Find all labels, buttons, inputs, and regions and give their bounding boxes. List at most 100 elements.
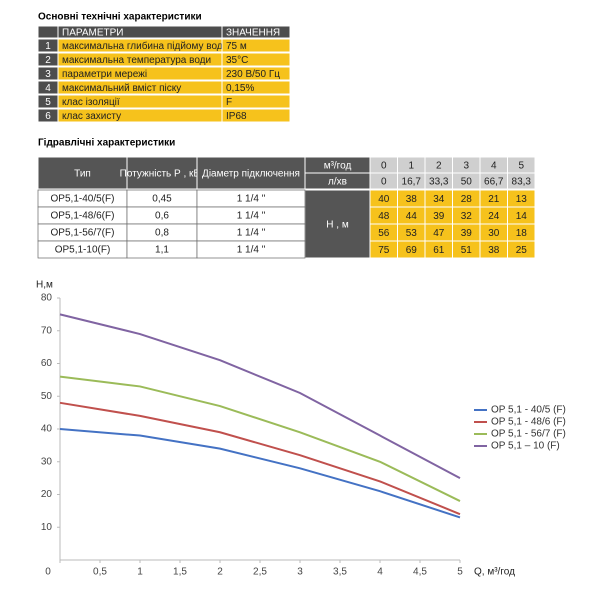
head-value: 56 (378, 228, 390, 239)
x-tick-label: 4 (377, 567, 383, 578)
spec-value: F (226, 97, 232, 108)
x-tick-label: 4,5 (413, 567, 427, 578)
hyd-diameter: 1 1/4 " (237, 194, 266, 205)
hyd-header: Діаметр підключення (202, 169, 300, 180)
head-value: 34 (433, 194, 445, 205)
spec-value-bg (221, 52, 291, 67)
head-value: 47 (433, 228, 445, 239)
y-tick-label: 60 (41, 358, 53, 369)
head-label-bg (304, 189, 371, 259)
x-tick-label: 0 (45, 567, 51, 578)
legend-label: OP 5,1 - 40/5 (F) (491, 405, 566, 416)
hyd-diameter: 1 1/4 " (237, 228, 266, 239)
spec-param: параметри мережі (62, 69, 147, 80)
spec-value: 35°С (226, 55, 248, 66)
head-value: 25 (516, 245, 528, 256)
x-tick-label: 3 (297, 567, 303, 578)
legend-label: OP 5,1 - 56/7 (F) (491, 429, 566, 440)
head-value: 53 (406, 228, 418, 239)
head-value: 39 (461, 228, 473, 239)
head-value: 30 (488, 228, 500, 239)
hyd-cell-bg (196, 240, 306, 259)
flow-lmin: 16,7 (402, 177, 422, 188)
head-value: 28 (461, 194, 473, 205)
flow-m3h: 2 (436, 161, 442, 172)
spec-num: 1 (45, 41, 51, 52)
flow-lmin: 0 (381, 177, 387, 188)
x-tick-label: 5 (457, 567, 463, 578)
hyd-diameter: 1 1/4 " (237, 211, 266, 222)
y-tick-label: 70 (41, 325, 53, 336)
hyd-power: 0,45 (152, 194, 172, 205)
spec-title: Основні технічні характеристики (38, 12, 202, 23)
y-tick-label: 30 (41, 456, 53, 467)
hydraulic-title: Гідравлічні характеристики (38, 138, 175, 149)
hyd-power: 0,8 (155, 228, 169, 239)
head-value: 69 (406, 245, 418, 256)
x-tick-label: 3,5 (333, 567, 347, 578)
spec-value-bg (221, 94, 291, 109)
head-value: 32 (461, 211, 473, 222)
hyd-type: OP5,1-40/5(F) (51, 194, 115, 205)
x-tick-label: 2 (217, 567, 223, 578)
flow-lmin: 33,3 (429, 177, 449, 188)
hyd-power: 0,6 (155, 211, 169, 222)
head-value: 21 (488, 194, 500, 205)
head-value: 38 (406, 194, 418, 205)
flow-m3h: 4 (491, 161, 497, 172)
flow-unit: л/хв (328, 177, 347, 188)
hyd-diameter: 1 1/4 " (237, 245, 266, 256)
spec-num: 2 (45, 55, 51, 66)
head-value: 75 (378, 245, 390, 256)
head-value: 13 (516, 194, 528, 205)
series-line (59, 375, 461, 502)
hyd-type: OP5,1-48/6(F) (51, 211, 115, 222)
flow-m3h: 3 (463, 161, 469, 172)
hyd-header-bg (37, 156, 128, 190)
y-tick-label: 20 (41, 489, 53, 500)
spec-value: 75 м (226, 41, 247, 52)
head-value: 61 (433, 245, 445, 256)
x-tick-label: 1,5 (173, 567, 187, 578)
spec-value-bg (221, 108, 291, 123)
head-value: 39 (433, 211, 445, 222)
head-value: 40 (378, 194, 390, 205)
hyd-type: OP5,1-10(F) (55, 245, 111, 256)
spec-corner-bg (37, 25, 59, 39)
spec-value: 230 В/50 Гц (226, 69, 280, 80)
head-value: 24 (488, 211, 500, 222)
spec-num: 6 (45, 111, 51, 122)
flow-lmin: 66,7 (484, 177, 504, 188)
hyd-header: Тип (74, 169, 91, 180)
hyd-power: 1,1 (155, 245, 169, 256)
spec-num: 4 (45, 83, 51, 94)
hyd-type: OP5,1-56/7(F) (51, 228, 115, 239)
legend-label: OP 5,1 – 10 (F) (491, 441, 560, 452)
spec-param: клас захисту (62, 111, 121, 122)
spec-param: максимальна глибина підйому води (62, 40, 228, 52)
flow-lmin: 83,3 (512, 177, 532, 188)
head-value-bg (507, 240, 536, 259)
flow-lmin-bg (507, 172, 536, 190)
hyd-header: Потужність Р , кВт (120, 169, 205, 180)
head-value: 18 (516, 228, 528, 239)
y-tick-label: 40 (41, 424, 53, 435)
series-line (59, 428, 461, 519)
spec-header: ЗНАЧЕННЯ (226, 28, 280, 39)
series-line (59, 401, 461, 516)
x-tick-label: 2,5 (253, 567, 267, 578)
x-axis-label: Q, м³/год (474, 567, 515, 578)
series-line (59, 313, 461, 480)
flow-lmin: 50 (461, 177, 473, 188)
head-value: 38 (488, 245, 500, 256)
head-value: 14 (516, 211, 528, 222)
head-value: 44 (406, 211, 418, 222)
spec-header: ПАРАМЕТРИ (62, 28, 124, 39)
y-tick-label: 10 (41, 522, 53, 533)
spec-param: клас ізоляції (62, 97, 120, 108)
spec-value: 0,15% (226, 83, 254, 94)
flow-m3h: 1 (408, 161, 414, 172)
flow-unit: м³/год (324, 161, 352, 172)
spec-param: максимальна температура води (62, 55, 211, 66)
